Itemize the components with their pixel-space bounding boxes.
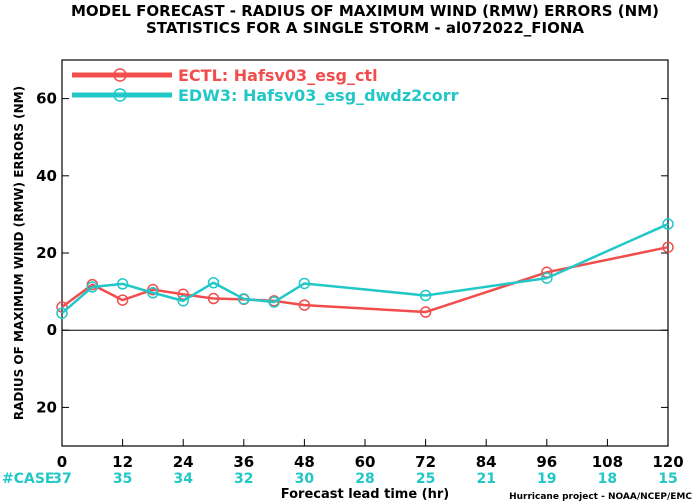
x-tick-label: 120 bbox=[652, 453, 683, 471]
data-point bbox=[541, 272, 553, 284]
x-tick-label: 60 bbox=[355, 453, 376, 471]
x-tick-label: 72 bbox=[415, 453, 436, 471]
y-tick-label: 40 bbox=[36, 167, 57, 185]
data-point bbox=[147, 287, 159, 299]
data-point bbox=[238, 293, 250, 305]
data-point bbox=[147, 283, 159, 296]
x-tick-label: 0 bbox=[57, 453, 67, 471]
data-point bbox=[207, 276, 220, 289]
data-point bbox=[56, 307, 68, 319]
y-axis-label: RADIUS OF MAXIMUM WIND (RMW) ERRORS (NM) bbox=[12, 86, 26, 420]
x-tick-label: 36 bbox=[233, 453, 254, 471]
case-count: 30 bbox=[295, 471, 315, 487]
case-label: #CASE bbox=[2, 471, 55, 487]
x-axis-ticks: 0 12 24 36 48 60 72 84 96 108 120 bbox=[57, 439, 684, 471]
series-2 bbox=[56, 218, 674, 319]
series-line bbox=[61, 222, 669, 315]
case-count: 35 bbox=[113, 471, 132, 487]
y-tick-label: 0 bbox=[47, 321, 57, 339]
data-point bbox=[298, 277, 311, 290]
y-tick-label: 20 bbox=[36, 244, 57, 262]
data-point bbox=[207, 292, 220, 305]
chart-title-line2: STATISTICS FOR A SINGLE STORM - al072022… bbox=[146, 19, 584, 37]
data-point bbox=[116, 278, 129, 290]
x-tick-label: 96 bbox=[536, 453, 557, 471]
series-layer bbox=[56, 218, 674, 319]
x-tick-label: 24 bbox=[173, 453, 194, 471]
data-point bbox=[177, 288, 189, 301]
data-point bbox=[86, 281, 99, 293]
x-tick-label: 84 bbox=[476, 453, 497, 471]
legend-marker bbox=[113, 88, 127, 102]
x-axis-label: Forecast lead time (hr) bbox=[281, 487, 449, 502]
plot-frame bbox=[61, 59, 669, 447]
y-axis-ticks: 20 0 20 40 60 bbox=[36, 90, 668, 416]
legend-label: EDW3: Hafsv03_esg_dwdz2corr bbox=[178, 86, 459, 105]
legend-marker bbox=[113, 68, 127, 82]
chart-title-line1: MODEL FORECAST - RADIUS OF MAXIMUM WIND … bbox=[71, 2, 659, 20]
case-count: 15 bbox=[658, 471, 677, 487]
data-point bbox=[116, 294, 129, 306]
x-tick-label: 48 bbox=[294, 453, 315, 471]
case-count: 32 bbox=[234, 471, 253, 487]
data-point bbox=[177, 295, 189, 307]
case-count: 28 bbox=[355, 471, 374, 487]
case-count: 34 bbox=[173, 471, 193, 487]
case-count: 19 bbox=[537, 471, 556, 487]
case-count-row: #CASE 37 35 34 32 30 28 25 21 19 18 15 bbox=[2, 471, 678, 487]
data-point bbox=[662, 241, 674, 253]
case-count: 37 bbox=[52, 471, 71, 487]
data-point bbox=[298, 299, 311, 311]
data-point bbox=[419, 306, 432, 318]
case-count: 18 bbox=[598, 471, 617, 487]
data-point bbox=[268, 296, 280, 308]
y-tick-label: 20 bbox=[36, 398, 57, 416]
case-count: 25 bbox=[416, 471, 435, 487]
x-tick-label: 12 bbox=[112, 453, 133, 471]
credit-text: Hurricane project - NOAA/NCEP/EMC bbox=[509, 492, 692, 502]
legend-label: ECTL: Hafsv03_esg_ctl bbox=[178, 66, 378, 85]
case-count: 21 bbox=[476, 471, 495, 487]
y-tick-label: 60 bbox=[36, 90, 57, 108]
legend-item-2: EDW3: Hafsv03_esg_dwdz2corr bbox=[72, 86, 459, 105]
data-point bbox=[662, 218, 674, 230]
legend-item-1: ECTL: Hafsv03_esg_ctl bbox=[72, 66, 378, 85]
data-point bbox=[419, 289, 432, 302]
x-tick-label: 108 bbox=[592, 453, 623, 471]
series-1 bbox=[56, 241, 674, 318]
series-line bbox=[61, 245, 669, 314]
